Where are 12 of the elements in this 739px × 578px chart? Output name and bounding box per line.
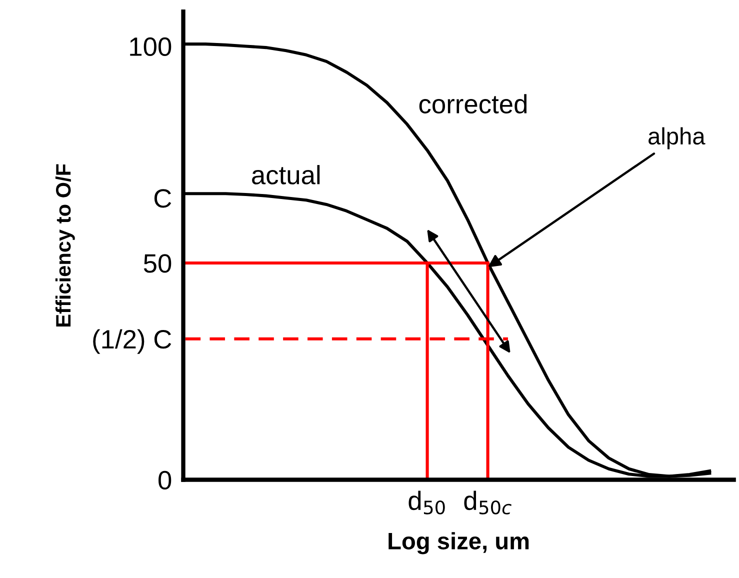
y-tick-label: C <box>154 189 172 208</box>
x-tick-label: d$_{50c}$ <box>464 490 512 514</box>
y-tick-label: 50 <box>144 254 172 273</box>
series-label: corrected <box>419 94 527 114</box>
y-axis-title: Efficiency to O/F <box>55 164 75 326</box>
x-axis-title: Log size, um <box>388 532 529 554</box>
x-tick-label: d$_{50}$ <box>408 490 445 514</box>
y-tick-label: 100 <box>130 37 172 56</box>
annotation: alpha <box>648 127 706 150</box>
series-label: actual <box>252 165 320 184</box>
y-tick-label: (1/2) C <box>93 329 172 354</box>
y-tick-label: 0 <box>158 470 172 490</box>
